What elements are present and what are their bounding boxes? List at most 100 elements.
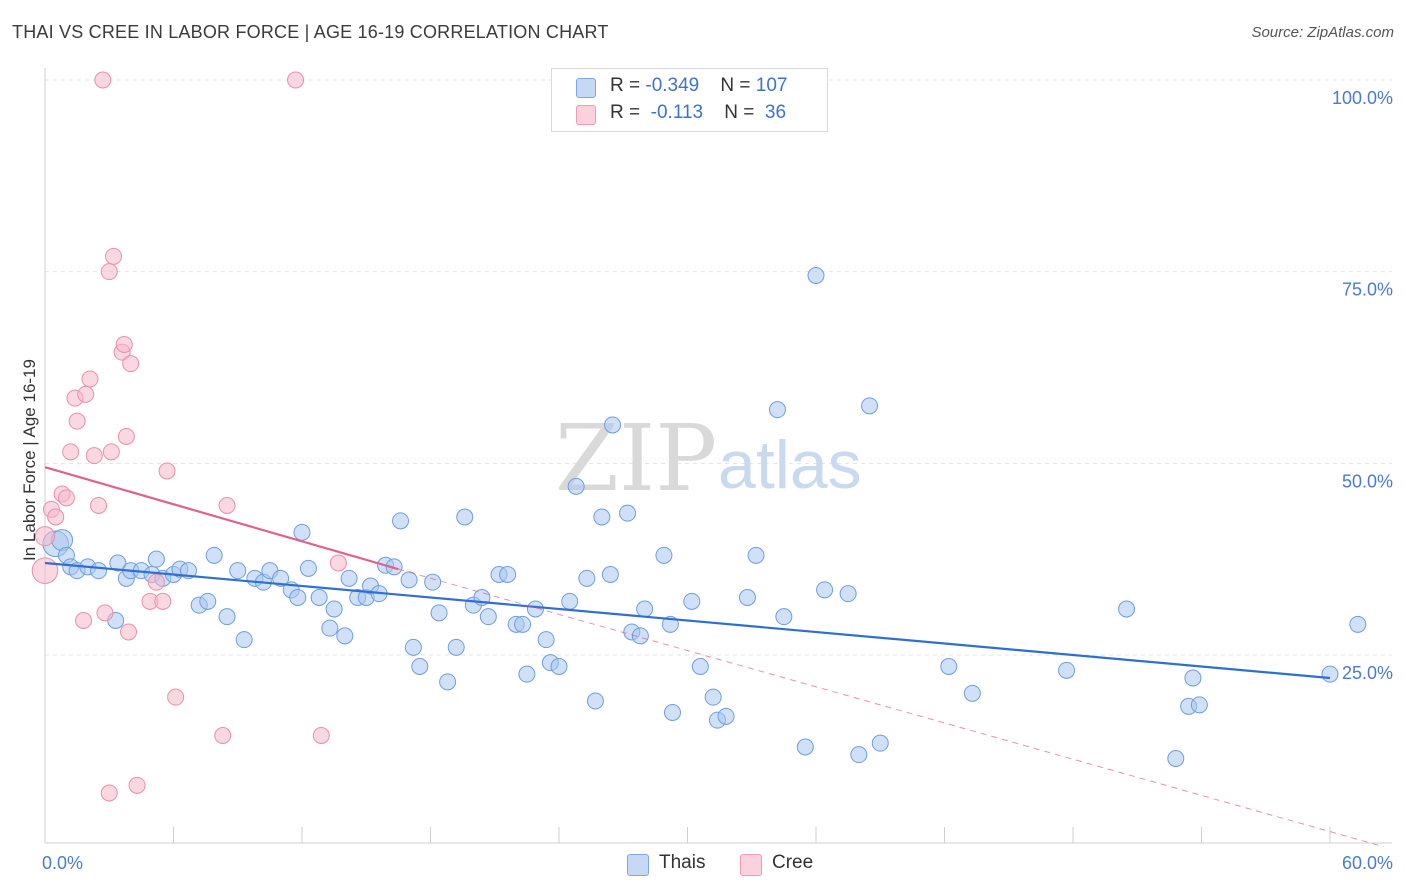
point-thais — [1118, 600, 1136, 618]
point-thais — [321, 619, 339, 637]
point-thais — [447, 638, 465, 656]
point-thais — [299, 559, 317, 577]
watermark: ZIP atlas — [555, 405, 862, 512]
point-thais — [631, 627, 649, 645]
point-thais — [205, 546, 223, 564]
point-thais — [1190, 696, 1208, 714]
point-cree — [68, 412, 86, 430]
point-cree — [100, 784, 118, 802]
r-value-cree: -0.113 — [645, 102, 704, 123]
point-cree — [167, 688, 185, 706]
y-axis-label: In Labor Force | Age 16-19 — [20, 359, 39, 561]
point-cree — [57, 489, 75, 507]
point-thais — [199, 592, 217, 610]
point-thais — [400, 571, 418, 589]
point-thais — [147, 550, 165, 568]
y-tick-label: 100.0% — [1332, 88, 1393, 108]
point-cree — [96, 604, 114, 622]
point-thais — [272, 569, 290, 587]
point-thais — [807, 267, 825, 284]
point-thais — [518, 665, 536, 683]
point-thais — [839, 585, 857, 603]
legend-label-cree: Cree — [772, 852, 814, 873]
y-tick-label: 75.0% — [1342, 280, 1393, 300]
point-cree — [85, 447, 103, 465]
point-cree — [75, 612, 93, 629]
point-thais — [604, 416, 622, 434]
x-tick-label: 0.0% — [42, 853, 83, 873]
point-cree — [105, 247, 123, 265]
point-thais — [683, 592, 701, 610]
axes — [44, 68, 1392, 844]
point-thais — [340, 569, 358, 587]
point-thais — [664, 704, 682, 721]
legend-row-cree: R = -0.113 N = 36 — [576, 102, 786, 128]
point-thais — [655, 546, 673, 564]
point-thais — [768, 401, 786, 419]
point-thais — [218, 608, 236, 626]
point-thais — [850, 746, 868, 764]
point-thais — [704, 688, 722, 706]
point-cree — [34, 526, 56, 547]
point-cree — [218, 497, 236, 514]
chart-title: THAI VS CREE IN LABOR FORCE | AGE 16-19 … — [12, 22, 609, 42]
y-tick-label: 25.0% — [1342, 663, 1393, 683]
point-cree — [77, 385, 95, 403]
legend-row-thais: R = -0.349 N = 107 — [576, 75, 787, 101]
r-value-thais: -0.349 — [645, 75, 700, 96]
point-cree — [158, 462, 176, 480]
point-cree — [62, 443, 80, 461]
legend-label-thais: Thais — [659, 852, 706, 873]
gridlines — [45, 79, 1392, 656]
point-thais — [1167, 750, 1185, 767]
point-thais — [537, 631, 555, 649]
point-thais — [336, 627, 354, 645]
n-value-thais: 107 — [755, 75, 788, 96]
correlation-legend: R = -0.349 N = 107 R = -0.113 N = 36 — [551, 68, 828, 132]
tick-labels: 25.0% 50.0% 75.0% 100.0% 0.0% 60.0% — [42, 88, 1393, 873]
point-thais — [619, 504, 637, 522]
point-thais — [738, 589, 756, 606]
point-thais — [578, 569, 596, 587]
point-cree — [128, 776, 146, 794]
trend-line-cree — [44, 466, 399, 571]
legend-swatch-cree — [740, 854, 762, 876]
point-cree — [115, 336, 133, 353]
point-thais — [747, 546, 765, 564]
point-thais — [593, 508, 611, 526]
point-cree — [120, 623, 138, 641]
point-thais — [109, 554, 127, 572]
point-thais — [775, 608, 793, 626]
point-thais — [526, 600, 544, 618]
point-cree — [117, 428, 135, 445]
point-thais — [424, 573, 442, 591]
point-thais — [1349, 615, 1367, 633]
trend-line-cree-extended — [398, 568, 1384, 848]
point-thais — [586, 692, 604, 710]
point-thais — [636, 600, 654, 618]
point-thais — [1058, 661, 1076, 679]
point-thais — [235, 631, 253, 649]
legend-swatch-cree — [576, 105, 596, 125]
point-thais — [1321, 665, 1339, 683]
point-thais — [456, 508, 474, 526]
point-thais — [479, 608, 497, 626]
point-cree — [329, 554, 347, 572]
point-thais — [861, 397, 879, 415]
legend-swatch-thais — [627, 854, 649, 876]
source-label: Source: ZipAtlas.com — [1251, 24, 1394, 41]
x-tick-label: 60.0% — [1342, 853, 1393, 873]
point-thais — [293, 523, 311, 541]
point-thais — [871, 734, 889, 752]
point-cree — [287, 71, 305, 89]
point-thais — [963, 684, 981, 702]
watermark-atlas: atlas — [718, 427, 862, 503]
point-cree — [81, 370, 99, 388]
point-thais — [499, 566, 517, 583]
point-thais — [796, 738, 814, 756]
point-cree — [94, 71, 112, 89]
point-cree — [214, 727, 232, 744]
point-cree — [147, 573, 165, 591]
point-thais — [550, 658, 568, 675]
